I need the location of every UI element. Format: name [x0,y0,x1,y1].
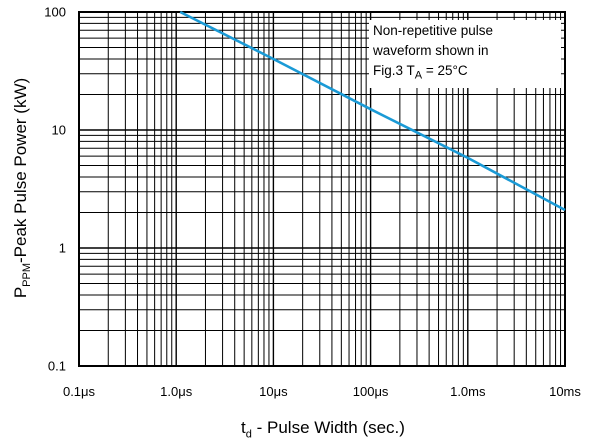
annotation-line-3-main: Fig.3 T [373,63,415,78]
y-axis-title-rest: -Peak Pulse Power (kW) [10,77,30,263]
x-axis-title-sub: d [245,428,252,441]
grid [78,12,565,367]
annotation-box: Non-repetitive pulse waveform shown in F… [369,20,561,88]
x-axis-title-rest: - Pulse Width (sec.) [251,418,405,437]
series-line [179,10,566,212]
x-tick-label: 0.1μs [63,384,96,399]
y-tick-label: 1 [59,241,66,256]
x-tick-label: 10μs [259,384,288,399]
x-axis-title-main: t [241,418,246,437]
y-tick-label: 100 [44,5,66,20]
y-axis-title: PPPM-Peak Pulse Power (kW) [11,78,33,298]
annotation-line-2: waveform shown in [373,43,489,58]
x-tick-label: 10ms [549,384,581,399]
x-tick-label: 1.0ms [450,384,486,399]
y-axis-title-main: P [10,286,30,299]
annotation-line-3-sub: A [414,69,423,82]
x-axis-title: td - Pulse Width (sec.) [241,418,405,440]
series-layer [179,10,566,212]
y-axis-title-sub: PPM [21,262,34,287]
plot-frame [78,11,566,367]
annotation-line-3: Fig.3 TA = 25°C [373,61,561,86]
x-tick-label: 100μs [353,384,389,399]
tick-labels: 0.1μs 1.0μs 10μs 100μs 1.0ms 10ms 0.1 1 10 100 [44,5,581,400]
y-tick-label: 0.1 [48,359,66,374]
annotation-line-1: Non-repetitive pulse [373,23,494,38]
annotation-line-3-rest: = 25°C [422,63,468,78]
x-tick-label: 1.0μs [160,384,193,399]
y-tick-label: 10 [52,123,66,138]
